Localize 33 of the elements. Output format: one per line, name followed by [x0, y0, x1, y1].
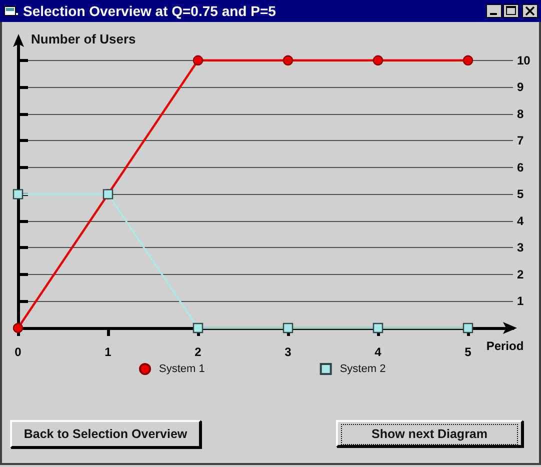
x-tick-label: 3	[284, 345, 292, 359]
y-tick-label: 2	[517, 267, 524, 282]
x-axis-title: Period	[486, 339, 524, 353]
point	[12, 189, 24, 200]
point	[192, 322, 204, 334]
legend-label: System 1	[159, 363, 205, 375]
point	[282, 55, 294, 66]
y-tick-label: 6	[517, 160, 524, 174]
x-tick-label: 1	[104, 345, 112, 359]
x-tick-label: 0	[14, 345, 22, 359]
point	[372, 55, 384, 66]
y-tick-label: 9	[517, 80, 524, 94]
y-tick-label: 5	[517, 187, 524, 202]
text: Back to Selection Overview	[10, 420, 201, 448]
y-tick-label: 4	[517, 214, 524, 228]
y-tick-label: 7	[517, 134, 524, 148]
text: Show next Diagram	[341, 424, 518, 445]
y-tick-label: 1	[517, 294, 524, 308]
point	[192, 55, 204, 66]
chart-title: Selection Overview at Q=0.75 and P=5	[23, 3, 276, 19]
x-tick-label: 5	[464, 345, 472, 359]
point	[462, 55, 474, 66]
x-tick-label: 2	[194, 345, 202, 359]
point	[12, 322, 24, 334]
y-axis-title: Number of Users	[31, 32, 136, 46]
y-tick-label: 10	[517, 53, 531, 68]
legend-label: System 2	[340, 363, 386, 375]
x-tick-label: 4	[374, 345, 382, 359]
point	[372, 322, 384, 334]
y-tick-label: 3	[517, 240, 524, 255]
point	[282, 322, 294, 334]
y-tick-label: 8	[517, 106, 524, 121]
point	[462, 322, 474, 334]
